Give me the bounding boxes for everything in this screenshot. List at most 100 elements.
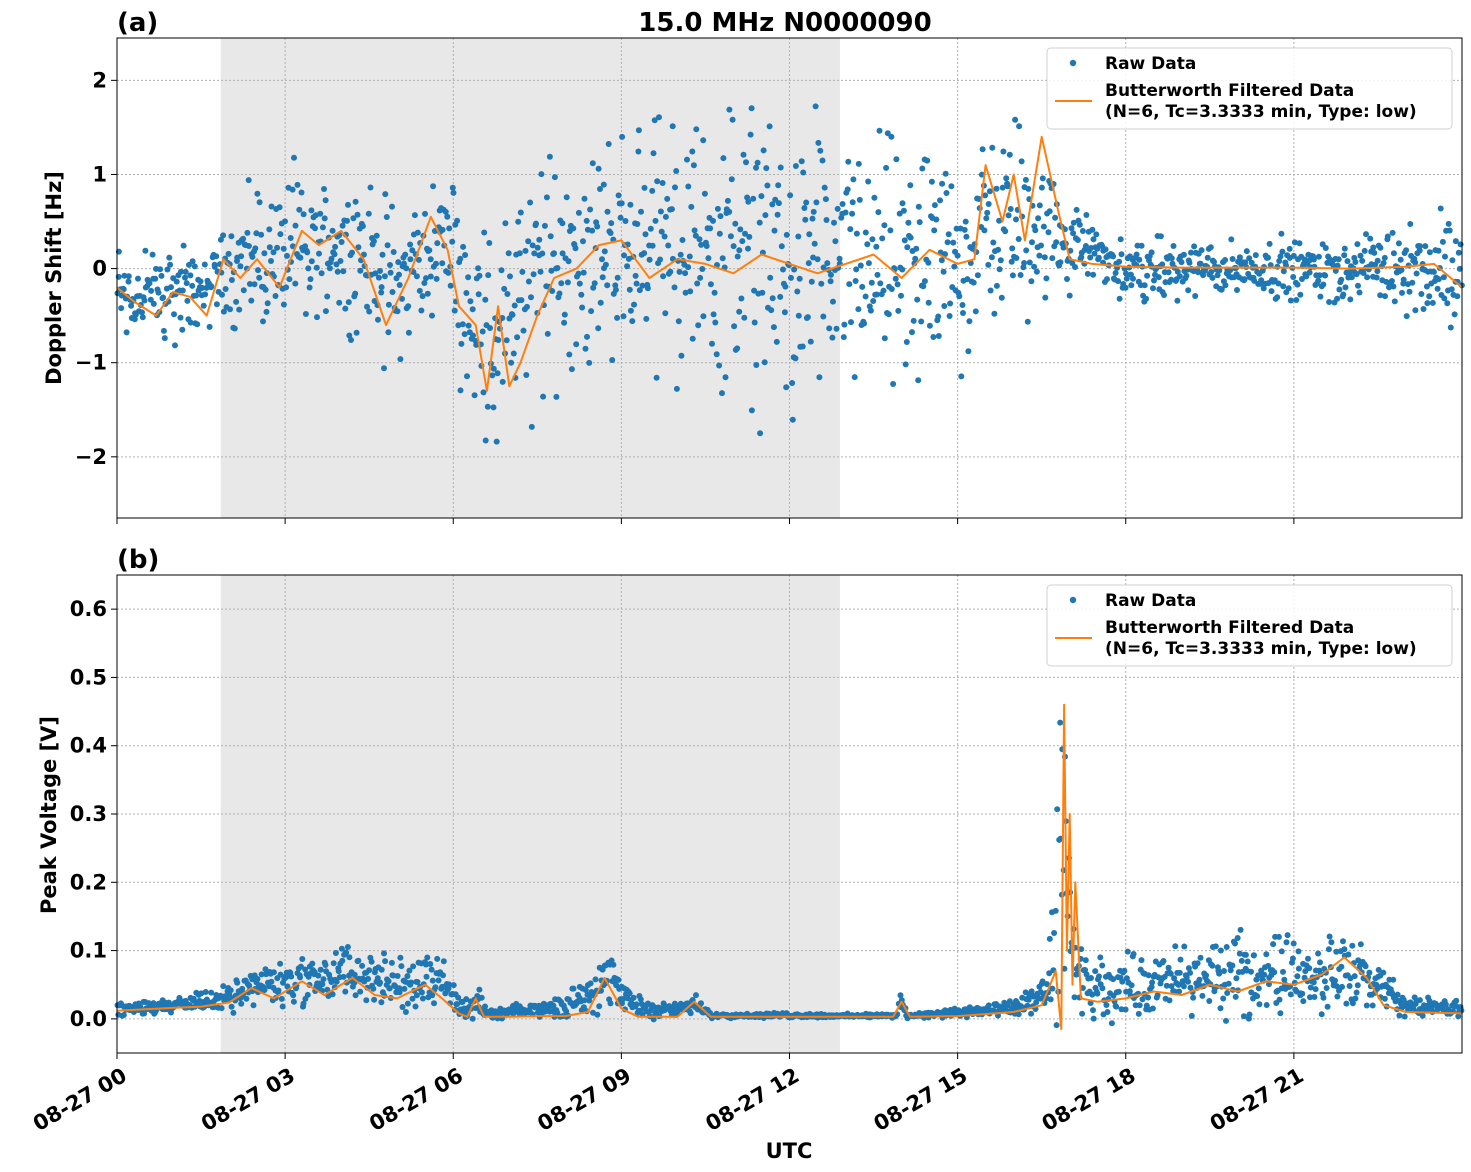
raw-data-point — [179, 287, 186, 294]
raw-data-point — [334, 268, 341, 275]
raw-data-point — [1064, 276, 1070, 282]
raw-data-point — [328, 255, 335, 262]
raw-data-point — [522, 247, 529, 254]
raw-data-point — [399, 1004, 406, 1010]
raw-data-point — [498, 267, 505, 274]
raw-data-point — [933, 216, 940, 223]
raw-data-point — [1363, 1002, 1370, 1009]
raw-data-point — [368, 958, 375, 965]
raw-data-point — [148, 287, 155, 294]
raw-data-point — [660, 273, 667, 280]
raw-data-point — [249, 253, 256, 260]
raw-data-point — [394, 308, 401, 315]
raw-data-point — [1284, 932, 1291, 939]
raw-data-point — [700, 137, 707, 144]
raw-data-point — [171, 311, 177, 318]
raw-data-point — [510, 350, 517, 357]
raw-data-point — [710, 217, 716, 224]
raw-data-point — [239, 985, 246, 992]
raw-data-point — [377, 979, 383, 986]
raw-data-point — [662, 310, 669, 317]
raw-data-point — [450, 982, 457, 989]
raw-data-point — [321, 215, 328, 222]
raw-data-point — [1097, 954, 1104, 961]
raw-data-point — [850, 176, 857, 183]
raw-data-point — [1357, 941, 1364, 948]
raw-data-point — [262, 966, 269, 973]
raw-data-point — [608, 220, 615, 227]
raw-data-point — [1076, 221, 1083, 228]
raw-data-point — [339, 222, 346, 229]
raw-data-point — [1258, 277, 1265, 284]
raw-data-point — [429, 992, 436, 999]
raw-data-point — [1093, 231, 1100, 238]
raw-data-point — [719, 255, 726, 262]
raw-data-point — [1446, 227, 1453, 234]
raw-data-point — [480, 389, 487, 396]
raw-data-point — [604, 208, 611, 215]
raw-data-point — [298, 189, 305, 196]
raw-data-point — [993, 185, 1000, 192]
raw-data-point — [657, 208, 664, 215]
raw-data-point — [770, 324, 777, 331]
raw-data-point — [563, 194, 570, 201]
raw-data-point — [1035, 215, 1042, 222]
raw-data-point — [1229, 256, 1236, 262]
raw-data-point — [331, 251, 338, 258]
raw-data-point — [699, 266, 706, 272]
raw-data-point — [1296, 240, 1303, 247]
raw-data-point — [445, 269, 452, 276]
raw-data-point — [243, 995, 250, 1002]
raw-data-point — [536, 236, 543, 243]
panel-a-legend-filter-params: (N=6, Tc=3.3333 min, Type: low) — [1105, 102, 1417, 122]
raw-data-point — [460, 243, 467, 250]
raw-data-point — [238, 1000, 245, 1007]
raw-data-point — [1332, 267, 1339, 274]
raw-data-point — [594, 223, 601, 230]
raw-data-point — [1248, 259, 1255, 266]
raw-data-point — [158, 272, 165, 279]
raw-data-point — [203, 284, 210, 291]
raw-data-point — [412, 1003, 419, 1010]
raw-data-point — [538, 171, 545, 178]
raw-data-point — [1135, 1010, 1142, 1017]
raw-data-point — [959, 302, 966, 308]
raw-data-point — [1244, 958, 1251, 965]
raw-data-point — [1299, 990, 1306, 997]
raw-data-point — [1005, 212, 1012, 219]
raw-data-point — [626, 990, 633, 997]
raw-data-point — [1204, 254, 1211, 261]
panel-b-legend-raw-marker — [1069, 596, 1077, 604]
raw-data-point — [1028, 988, 1035, 995]
raw-data-point — [1406, 288, 1413, 295]
raw-data-point — [1221, 968, 1227, 974]
raw-data-point — [783, 231, 790, 238]
raw-data-point — [1346, 269, 1353, 276]
raw-data-point — [213, 253, 220, 260]
raw-data-point — [238, 253, 245, 260]
raw-data-point — [1216, 970, 1223, 977]
raw-data-point — [1073, 206, 1080, 213]
raw-data-point — [1233, 975, 1240, 982]
raw-data-point — [710, 311, 717, 318]
raw-data-point — [893, 156, 900, 163]
raw-data-point — [899, 200, 906, 207]
raw-data-point — [490, 404, 497, 411]
raw-data-point — [487, 325, 493, 331]
raw-data-point — [1209, 274, 1216, 281]
raw-data-point — [517, 209, 524, 216]
raw-data-point — [915, 377, 922, 384]
raw-data-point — [208, 989, 215, 996]
raw-data-point — [266, 244, 273, 251]
raw-data-point — [528, 294, 534, 301]
raw-data-point — [302, 243, 309, 250]
raw-data-point — [550, 1002, 557, 1009]
raw-data-point — [907, 234, 914, 241]
raw-data-point — [612, 286, 619, 293]
raw-data-point — [173, 278, 180, 285]
raw-data-point — [230, 1009, 237, 1016]
raw-data-point — [1335, 256, 1342, 263]
raw-data-point — [352, 290, 359, 297]
raw-data-point — [291, 154, 297, 161]
raw-data-point — [824, 260, 831, 267]
